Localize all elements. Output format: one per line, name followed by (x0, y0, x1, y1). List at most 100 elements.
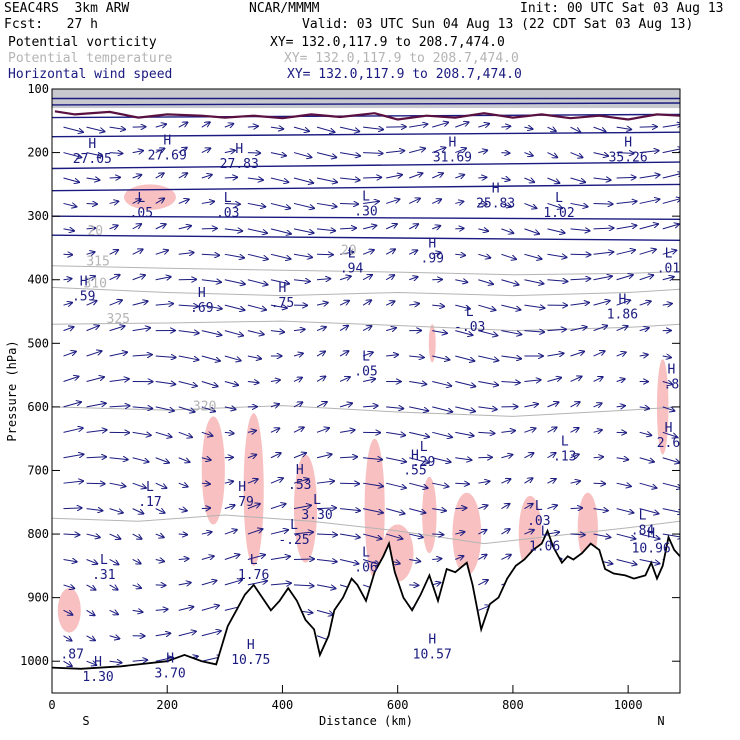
wind-vector (570, 327, 587, 332)
extremum-letter: L (541, 525, 549, 540)
wind-vector (132, 355, 152, 356)
pv-shading-patch (243, 413, 264, 566)
extremum-value: 3.70 (154, 667, 185, 682)
wind-vector (155, 509, 165, 513)
extremum-letter: L (313, 493, 321, 508)
pv-shading-patch (57, 588, 81, 633)
wind-vector (201, 330, 222, 336)
wind-vector (432, 253, 440, 255)
wind-vector (570, 402, 580, 408)
field-name-theta: Potential temperature (8, 51, 173, 66)
wind-vector (432, 559, 441, 560)
wind-vector (155, 124, 166, 127)
wind-vector (132, 610, 143, 612)
wind-vector (155, 431, 172, 437)
wind-vector (455, 122, 468, 128)
extremum-value: .84 (631, 524, 655, 539)
wind-vector (293, 152, 311, 158)
wind-vector (432, 199, 441, 203)
extremum-letter: L (362, 546, 370, 561)
wind-vector (155, 356, 176, 357)
wind-vector (132, 199, 141, 203)
wind-vector (593, 203, 613, 204)
wind-vector (86, 403, 106, 408)
wind-vector (455, 254, 465, 255)
wind-vector (570, 229, 590, 231)
wind-vector (455, 175, 464, 178)
pv-shading-patch (428, 324, 436, 363)
wind-vector (409, 457, 429, 463)
wind-vector (432, 355, 449, 360)
wind-vector (432, 406, 452, 412)
wind-vector (662, 457, 680, 463)
extremum-letter: H (166, 652, 174, 667)
wind-vector (524, 228, 539, 234)
extremum-letter: H (94, 655, 102, 670)
wind-speed-contour (52, 183, 680, 192)
wind-vector (662, 431, 677, 437)
wind-vector (109, 406, 130, 407)
wind-vector (155, 534, 164, 537)
wind-vector (616, 153, 634, 154)
wind-vector (109, 127, 126, 129)
wind-vector (408, 224, 418, 230)
wind-vector (639, 457, 654, 462)
extremum-letter: H (428, 633, 436, 648)
wind-vector (662, 124, 680, 127)
wind-vector (293, 280, 310, 282)
wind-vector (432, 122, 448, 128)
extremum-value: .05 (354, 365, 377, 380)
wind-vector (593, 276, 612, 281)
wind-vector (593, 126, 606, 131)
wind-vector (478, 330, 497, 336)
extremum-value: -.25 (278, 533, 309, 548)
wind-vector (478, 432, 494, 433)
wind-vector (570, 177, 586, 182)
wind-vector (339, 403, 352, 407)
wind-vector (270, 228, 291, 234)
wind-vector (316, 584, 335, 588)
wind-vector (339, 326, 348, 332)
extremum-letter: H (296, 463, 304, 478)
wind-vector (109, 153, 123, 154)
wind-vector (662, 173, 680, 179)
wind-vector (639, 224, 658, 230)
wind-vector (63, 585, 75, 588)
wind-vector (547, 329, 565, 330)
wind-vector (201, 581, 217, 586)
wind-vector (524, 178, 534, 182)
wind-vector (432, 583, 440, 585)
extremum-value: .94 (340, 262, 364, 277)
wind-vector (386, 151, 404, 153)
wind-vector (316, 279, 330, 280)
header-valid: Valid: 03 UTC Sun 04 Aug 13 (22 CDT Sat … (302, 17, 694, 32)
wind-vector (501, 304, 520, 310)
wind-vector (639, 301, 651, 305)
extremum-letter: L (665, 247, 673, 262)
extremum-letter: L (555, 191, 563, 206)
wind-speed-contour (52, 234, 680, 241)
y-tick-label: 300 (27, 209, 49, 223)
wind-vector (478, 279, 493, 284)
x-tick-label: 800 (502, 698, 524, 712)
wind-vector (478, 177, 486, 178)
wind-vector (340, 483, 359, 484)
wind-vector (178, 509, 187, 511)
theta-contour (52, 286, 680, 297)
wind-vector (247, 581, 267, 586)
wind-vector (524, 428, 535, 432)
wind-vector (363, 379, 375, 382)
wind-vector (63, 203, 77, 206)
wind-vector (362, 300, 371, 306)
wind-vector (132, 407, 153, 409)
wind-vector (616, 458, 629, 460)
extremum-value: 10.96 (632, 541, 671, 556)
wind-vector (270, 453, 281, 459)
wind-vector (409, 508, 425, 513)
pv-shading-patch (201, 416, 225, 525)
extremum-letter: L (100, 553, 108, 568)
extremum-letter: H (428, 237, 436, 252)
wind-vector (501, 203, 511, 206)
wind-vector (270, 127, 283, 129)
wind-vector (178, 631, 196, 637)
